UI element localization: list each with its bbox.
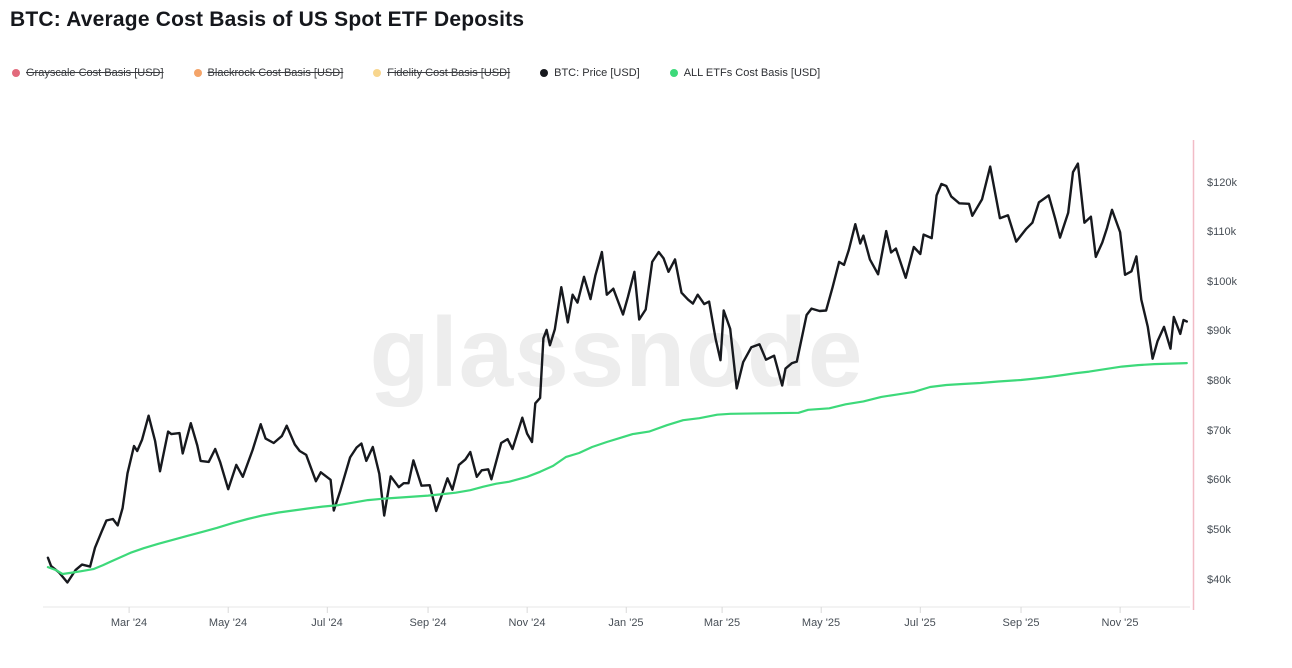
legend-label: Blackrock Cost Basis [USD] <box>207 67 344 79</box>
y-axis-label: $50k <box>1207 524 1231 536</box>
y-axis-label: $110k <box>1207 226 1237 238</box>
chart-legend: Grayscale Cost Basis [USD] Blackrock Cost… <box>12 67 820 79</box>
series-line-all-etfs-cost-basis <box>46 362 1188 576</box>
y-axis-label: $80k <box>1207 375 1231 387</box>
x-axis-label: Jan '25 <box>608 617 644 629</box>
legend-swatch-icon <box>373 69 382 77</box>
legend-label: Fidelity Cost Basis [USD] <box>387 67 511 79</box>
y-axis-label: $100k <box>1207 276 1237 288</box>
x-axis-label: Mar '25 <box>703 617 741 629</box>
legend-swatch-icon <box>12 69 20 77</box>
y-axis-label: $60k <box>1207 474 1231 486</box>
legend-label: Grayscale Cost Basis [USD] <box>26 67 164 79</box>
x-axis-label: Sep '25 <box>1002 617 1040 629</box>
legend-item-fidelity-cost-basis-usd[interactable]: Fidelity Cost Basis [USD] <box>373 67 510 79</box>
x-axis-label: May '24 <box>208 617 248 629</box>
legend-item-grayscale-cost-basis-usd[interactable]: Grayscale Cost Basis [USD] <box>12 67 164 79</box>
y-axis-label: $90k <box>1207 325 1231 337</box>
legend-swatch-icon <box>540 69 549 77</box>
legend-item-blackrock-cost-basis-usd[interactable]: Blackrock Cost Basis [USD] <box>193 67 344 79</box>
x-axis-label: May '25 <box>801 617 841 629</box>
y-axis-label: $120k <box>1207 177 1237 189</box>
legend-item-all-etfs-cost-basis-usd[interactable]: ALL ETFs Cost Basis [USD] <box>669 67 821 79</box>
y-axis-label: $40k <box>1207 574 1231 586</box>
legend-item-btc-price-usd[interactable]: BTC: Price [USD] <box>540 67 640 79</box>
x-axis-label: Nov '25 <box>1101 617 1139 629</box>
x-axis-label: Mar '24 <box>110 617 148 629</box>
legend-swatch-icon <box>669 69 678 77</box>
legend-label: BTC: Price [USD] <box>554 67 640 79</box>
x-axis-label: Sep '24 <box>409 617 447 629</box>
x-axis-label: Nov '24 <box>508 617 546 629</box>
legend-label: ALL ETFs Cost Basis [USD] <box>683 67 821 79</box>
y-axis-label: $70k <box>1207 425 1231 437</box>
series-line-btc-price <box>46 162 1188 584</box>
legend-swatch-icon <box>193 69 202 77</box>
page-title: BTC: Average Cost Basis of US Spot ETF D… <box>10 8 525 31</box>
x-axis-label: Jul '25 <box>904 617 936 629</box>
x-axis-label: Jul '24 <box>311 617 343 629</box>
